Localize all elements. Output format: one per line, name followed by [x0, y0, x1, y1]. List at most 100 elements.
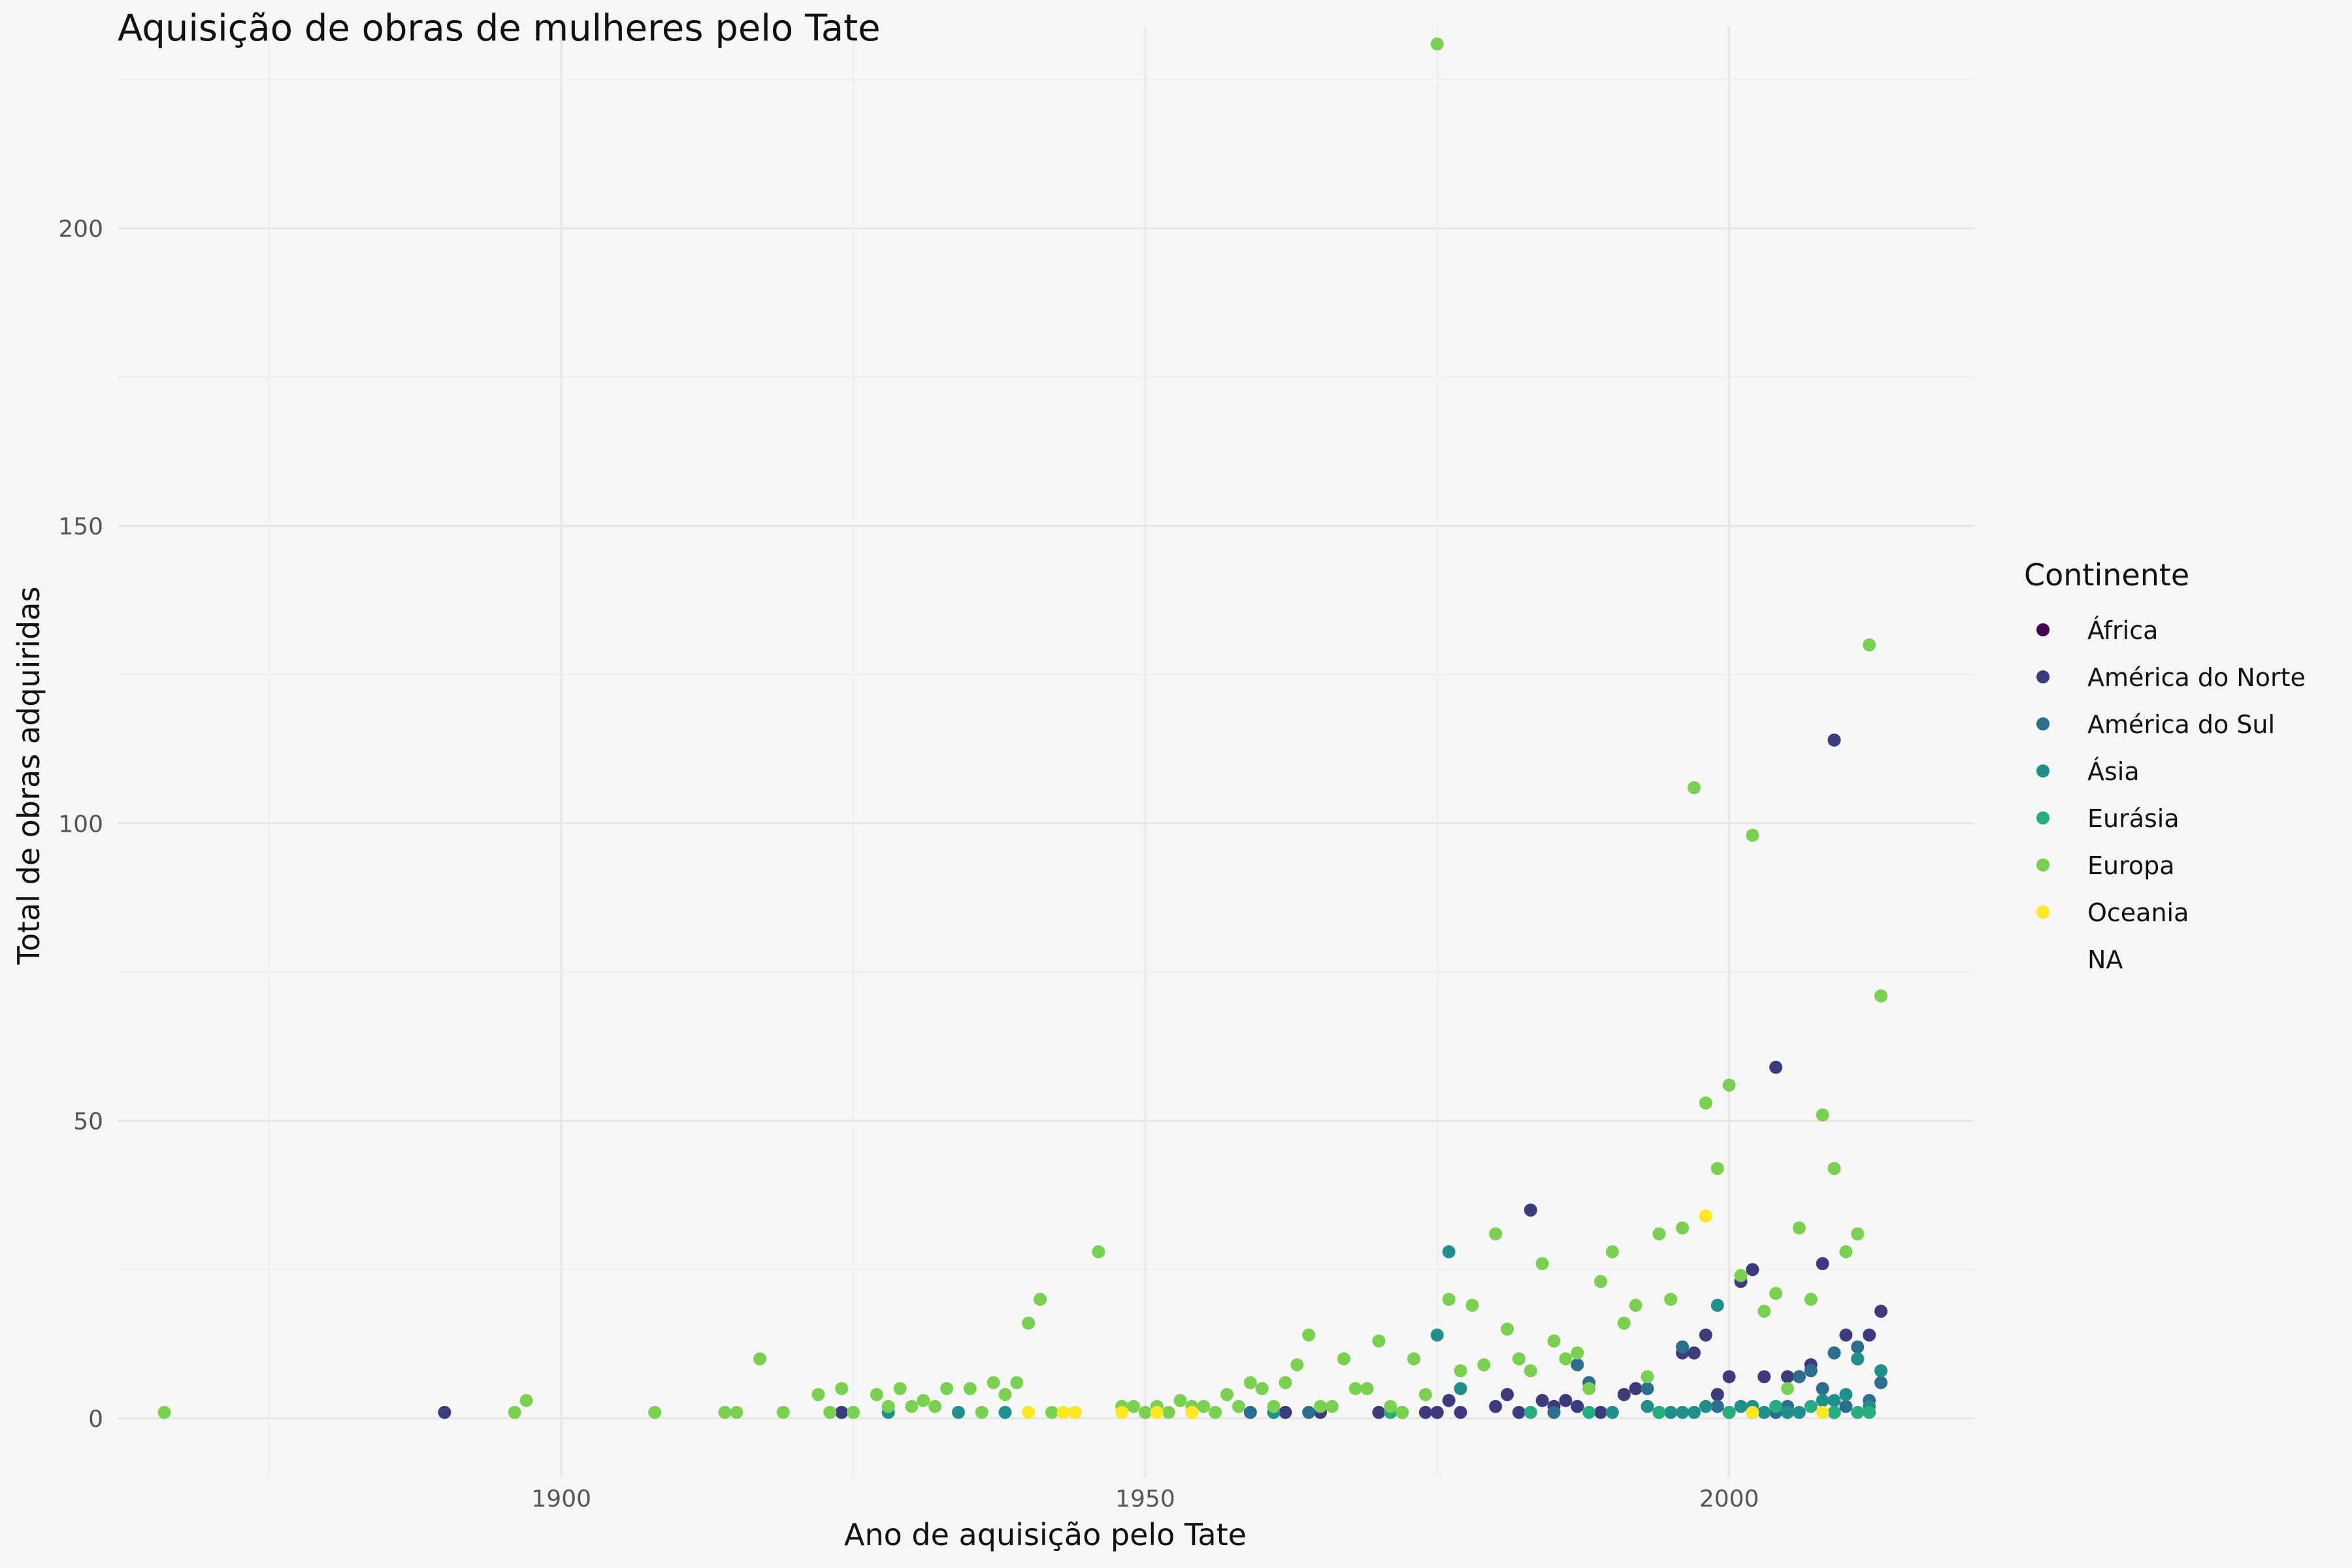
data-point	[1617, 1388, 1631, 1401]
data-point	[823, 1405, 837, 1419]
data-point	[1547, 1405, 1561, 1419]
data-point	[1769, 1399, 1783, 1413]
data-point	[1746, 1263, 1759, 1277]
data-point	[905, 1399, 919, 1413]
data-point	[1851, 1405, 1865, 1419]
data-point	[1851, 1352, 1865, 1365]
legend-label: Europa	[2087, 851, 2175, 880]
data-point	[1430, 1405, 1444, 1419]
data-point	[1302, 1405, 1316, 1419]
y-tick-label: 0	[88, 1406, 103, 1433]
data-point	[1185, 1405, 1199, 1419]
data-point	[1243, 1376, 1257, 1390]
data-point	[1454, 1405, 1467, 1419]
legend-label: América do Norte	[2087, 663, 2306, 692]
data-points	[157, 37, 1888, 1419]
data-point	[1022, 1405, 1036, 1419]
data-point	[917, 1394, 930, 1407]
data-point	[753, 1352, 767, 1365]
data-point	[730, 1405, 743, 1419]
data-point	[1384, 1399, 1397, 1413]
data-point	[1816, 1382, 1829, 1396]
data-point	[1781, 1370, 1795, 1384]
data-point	[1641, 1382, 1654, 1396]
data-point	[1804, 1364, 1818, 1378]
data-point	[1874, 1364, 1888, 1378]
data-point	[157, 1405, 171, 1419]
data-point	[1827, 1162, 1841, 1175]
legend-key	[2036, 717, 2050, 730]
data-point	[1442, 1292, 1456, 1306]
data-point	[1746, 828, 1759, 842]
data-point	[1407, 1352, 1421, 1365]
y-tick-label: 200	[58, 216, 103, 243]
data-point	[1138, 1405, 1152, 1419]
legend-label: África	[2087, 616, 2158, 645]
data-point	[1874, 989, 1888, 1003]
legend-label: América do Sul	[2087, 710, 2275, 739]
data-point	[1816, 1394, 1829, 1407]
data-point	[1524, 1405, 1537, 1419]
data-point	[1757, 1305, 1771, 1318]
legend-key	[2036, 906, 2050, 919]
data-point	[1267, 1399, 1281, 1413]
data-point	[1418, 1405, 1432, 1419]
legend-label: Eurásia	[2087, 804, 2180, 833]
data-point	[1501, 1322, 1514, 1336]
data-point	[1851, 1340, 1865, 1354]
data-point	[1652, 1405, 1666, 1419]
data-point	[1839, 1399, 1853, 1413]
data-point	[1710, 1399, 1724, 1413]
data-point	[1699, 1399, 1712, 1413]
data-point	[1605, 1245, 1619, 1258]
data-point	[1863, 1405, 1876, 1419]
data-point	[1162, 1405, 1175, 1419]
data-point	[1290, 1358, 1304, 1371]
data-point	[1360, 1382, 1374, 1396]
data-point	[1792, 1221, 1806, 1235]
data-point	[1757, 1405, 1771, 1419]
data-point	[1068, 1405, 1082, 1419]
data-point	[1605, 1405, 1619, 1419]
data-point	[1676, 1405, 1690, 1419]
data-point	[1629, 1298, 1642, 1312]
y-tick-label: 100	[58, 811, 103, 838]
data-point	[1676, 1221, 1690, 1235]
data-point	[847, 1405, 860, 1419]
data-point	[1243, 1405, 1257, 1419]
legend-label: Oceania	[2087, 898, 2189, 927]
data-point	[811, 1388, 825, 1401]
data-point	[1524, 1364, 1537, 1378]
data-point	[1827, 1346, 1841, 1360]
data-point	[893, 1382, 907, 1396]
data-point	[1524, 1203, 1537, 1217]
data-point	[1209, 1405, 1222, 1419]
data-point	[1652, 1227, 1666, 1241]
data-point	[1430, 1328, 1444, 1342]
data-point	[1034, 1292, 1047, 1306]
y-tick-label: 50	[73, 1109, 103, 1135]
data-point	[1337, 1352, 1350, 1365]
data-point	[1839, 1328, 1853, 1342]
data-point	[776, 1405, 790, 1419]
data-point	[519, 1394, 533, 1407]
data-point	[1641, 1399, 1654, 1413]
data-point	[1045, 1405, 1058, 1419]
data-point	[1792, 1370, 1806, 1384]
data-point	[1477, 1358, 1491, 1371]
data-point	[1839, 1245, 1853, 1258]
data-point	[1489, 1227, 1503, 1241]
data-point	[1710, 1162, 1724, 1175]
data-point	[1839, 1388, 1853, 1401]
data-point	[1769, 1060, 1783, 1074]
data-point	[881, 1399, 895, 1413]
data-point	[835, 1405, 849, 1419]
legend-key	[2036, 858, 2050, 872]
data-point	[648, 1405, 662, 1419]
data-point	[928, 1399, 942, 1413]
x-axis-title: Ano de aquisição pelo Tate	[844, 1517, 1247, 1552]
data-point	[1804, 1292, 1818, 1306]
data-point	[1734, 1269, 1748, 1282]
